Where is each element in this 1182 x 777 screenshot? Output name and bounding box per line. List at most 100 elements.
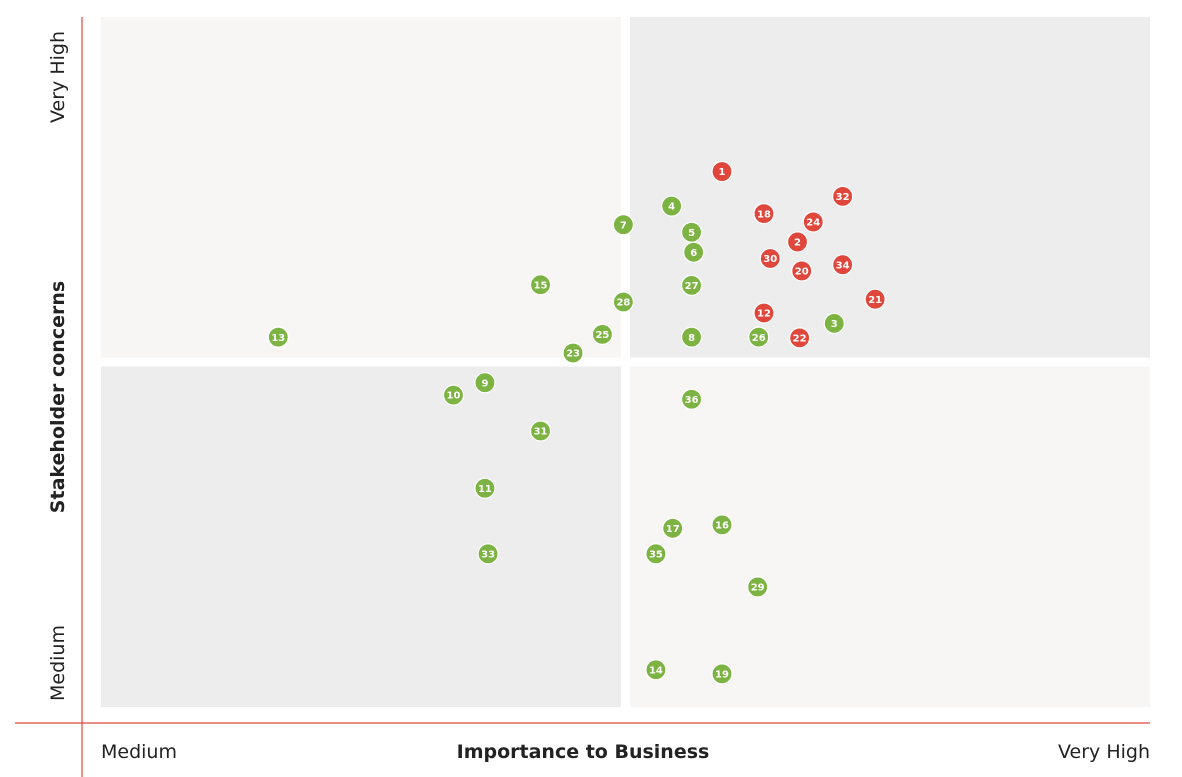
data-point-29: 29	[747, 576, 769, 598]
data-point-24: 24	[802, 211, 824, 233]
data-point-marker	[753, 302, 775, 324]
data-point-35: 35	[645, 543, 667, 565]
quadrant-top-right	[630, 17, 1150, 358]
data-point-label: 2	[794, 238, 801, 249]
data-point-16: 16	[711, 514, 733, 536]
data-point-label: 29	[751, 583, 765, 594]
data-point-label: 23	[566, 349, 580, 360]
data-point-7: 7	[612, 214, 635, 236]
data-point-marker	[612, 214, 635, 236]
data-point-label: 33	[481, 549, 495, 560]
data-point-label: 26	[752, 333, 766, 344]
data-point-22: 22	[789, 327, 811, 349]
data-point-label: 32	[836, 192, 850, 203]
data-point-marker	[864, 288, 886, 310]
data-point-11: 11	[474, 477, 496, 499]
data-point-marker	[529, 274, 552, 296]
data-point-27: 27	[680, 274, 703, 297]
data-point-2: 2	[786, 231, 809, 253]
data-point-23: 23	[562, 342, 584, 364]
data-point-marker	[474, 477, 496, 499]
data-point-12: 12	[753, 302, 775, 324]
data-point-32: 32	[832, 185, 854, 207]
data-point-marker	[661, 195, 683, 217]
data-point-marker	[753, 203, 775, 225]
data-point-label: 10	[447, 391, 461, 402]
data-point-label: 20	[795, 267, 809, 278]
data-point-marker	[645, 659, 667, 681]
data-point-label: 18	[757, 209, 771, 220]
data-point-label: 22	[793, 333, 807, 344]
data-point-9: 9	[474, 372, 496, 394]
data-point-label: 11	[478, 484, 492, 495]
quadrant-bottom-left	[101, 366, 621, 707]
data-point-marker	[683, 241, 705, 263]
data-point-5: 5	[680, 221, 703, 243]
data-point-marker	[791, 260, 813, 282]
data-points: 1212182021222430323434567891011131415161…	[267, 160, 886, 685]
data-point-marker	[442, 384, 465, 406]
data-point-26: 26	[748, 326, 770, 348]
x-tick-high-label: Very High	[1058, 741, 1150, 763]
data-point-31: 31	[529, 420, 552, 442]
quadrant-bottom-right	[630, 366, 1150, 707]
data-point-28: 28	[612, 291, 635, 313]
data-point-1: 1	[711, 160, 733, 183]
data-point-marker	[711, 514, 733, 536]
data-point-marker	[680, 326, 703, 348]
data-point-19: 19	[711, 663, 733, 685]
data-point-marker	[823, 312, 845, 334]
data-point-20: 20	[791, 260, 813, 282]
data-point-marker	[562, 342, 584, 364]
data-point-15: 15	[529, 274, 552, 296]
data-point-label: 14	[649, 665, 663, 676]
data-point-marker	[529, 420, 552, 442]
data-point-label: 4	[668, 202, 675, 213]
data-point-marker	[711, 160, 733, 183]
quadrant-top-left	[101, 17, 621, 358]
data-point-marker	[477, 543, 499, 565]
x-axis-title: Importance to Business	[457, 741, 710, 763]
data-point-marker	[474, 372, 496, 394]
data-point-label: 30	[763, 254, 777, 265]
data-point-label: 25	[595, 330, 609, 341]
data-point-marker	[662, 517, 684, 539]
data-point-21: 21	[864, 288, 886, 310]
data-point-label: 21	[868, 295, 882, 306]
data-point-label: 35	[649, 549, 663, 560]
data-point-label: 1	[719, 167, 726, 178]
data-point-label: 36	[685, 395, 699, 406]
quadrant-backgrounds	[101, 17, 1150, 707]
data-point-marker	[786, 231, 809, 253]
data-point-marker	[680, 388, 703, 410]
x-tick-low-label: Medium	[101, 741, 177, 763]
data-point-marker	[748, 326, 770, 348]
data-point-18: 18	[753, 203, 775, 225]
y-tick-high-label: Very High	[47, 31, 69, 123]
data-point-17: 17	[662, 517, 684, 539]
data-point-marker	[645, 543, 667, 565]
y-tick-low-label: Medium	[47, 625, 69, 701]
data-point-34: 34	[832, 254, 854, 276]
data-point-label: 6	[690, 248, 697, 259]
data-point-10: 10	[442, 384, 465, 406]
data-point-label: 5	[688, 228, 695, 239]
data-point-label: 19	[715, 669, 729, 680]
data-point-marker	[832, 185, 854, 207]
data-point-label: 17	[666, 524, 680, 535]
data-point-label: 16	[715, 520, 729, 531]
data-point-4: 4	[661, 195, 683, 217]
data-point-marker	[747, 576, 769, 598]
data-point-36: 36	[680, 388, 703, 410]
data-point-label: 3	[831, 319, 838, 330]
data-point-25: 25	[591, 323, 614, 345]
data-point-marker	[711, 663, 733, 685]
data-point-marker	[832, 254, 854, 276]
data-point-30: 30	[759, 247, 781, 270]
data-point-label: 9	[481, 378, 488, 389]
data-point-3: 3	[823, 312, 845, 334]
data-point-14: 14	[645, 659, 667, 681]
y-axis-title: Stakeholder concerns	[47, 281, 69, 513]
data-point-marker	[591, 323, 614, 345]
